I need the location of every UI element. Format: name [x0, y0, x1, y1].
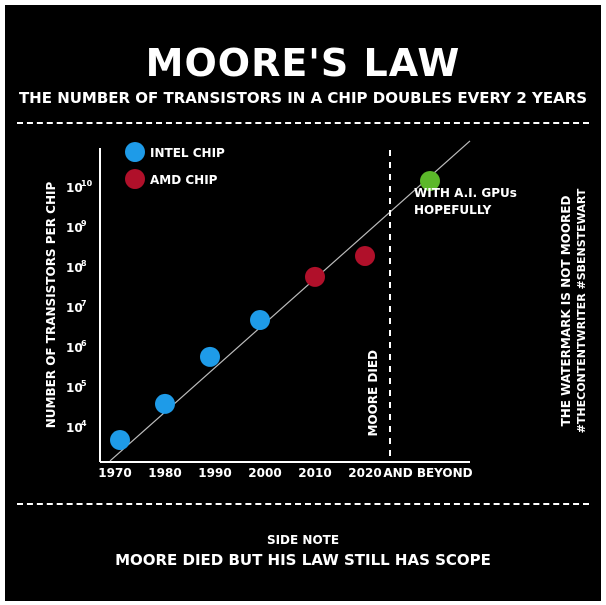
y-axis-label: NUMBER OF TRANSISTORS PER CHIP: [44, 182, 58, 429]
side-note-text: MOORE DIED BUT HIS LAW STILL HAS SCOPE: [115, 551, 491, 569]
y-tick-exponent: 4: [81, 419, 87, 428]
chart-frame: MOORE'S LAW THE NUMBER OF TRANSISTORS IN…: [5, 5, 601, 601]
y-tick-exponent: 5: [81, 379, 87, 388]
amd-chip-point: [305, 266, 325, 287]
legend-amd-label: AMD CHIP: [150, 173, 218, 187]
intel-chip-point: [200, 346, 220, 367]
legend-amd-swatch: [125, 169, 145, 189]
y-tick-exponent: 9: [81, 219, 87, 228]
x-tick-label: 1970: [98, 466, 131, 480]
y-tick-exponent: 7: [81, 299, 87, 308]
y-tick-base: 10: [66, 341, 83, 355]
y-tick-base: 10: [66, 221, 83, 235]
x-tick-label: 1980: [148, 466, 181, 480]
intel-chip-point: [110, 430, 130, 451]
watermark-line2: #THECONTENTWRITER #SBENSTEWART: [575, 188, 588, 433]
y-tick-exponent: 6: [81, 339, 87, 348]
future-label: HOPEFULLY: [414, 203, 492, 217]
moore-died-label: MOORE DIED: [366, 350, 380, 437]
x-tick-label: 2010: [298, 466, 331, 480]
top-divider: [17, 122, 589, 124]
intel-chip-point: [250, 310, 270, 331]
y-tick-base: 10: [66, 261, 83, 275]
watermark-line1: THE WATERMARK IS NOT MOORED: [559, 196, 573, 427]
y-tick-exponent: 8: [81, 259, 87, 268]
y-tick-base: 10: [66, 301, 83, 315]
future-point: [420, 170, 440, 191]
legend-intel-label: INTEL CHIP: [150, 146, 225, 160]
legend-intel-swatch: [125, 142, 145, 162]
chart-subtitle: THE NUMBER OF TRANSISTORS IN A CHIP DOUB…: [18, 89, 588, 107]
y-tick-base: 10: [66, 421, 83, 435]
y-tick-exponent: 10: [81, 179, 93, 188]
future-label: WITH A.I. GPUs: [414, 186, 517, 200]
x-tick-label: 2020: [348, 466, 381, 480]
y-tick-base: 10: [66, 381, 83, 395]
side-note-label: SIDE NOTE: [266, 533, 340, 547]
x-tick-label: AND BEYOND: [383, 466, 472, 480]
y-tick-base: 10: [66, 181, 83, 195]
bottom-divider: [17, 503, 589, 505]
x-tick-label: 1990: [198, 466, 231, 480]
amd-chip-point: [355, 245, 375, 266]
intel-chip-point: [155, 393, 175, 414]
x-tick-label: 2000: [248, 466, 281, 480]
chart-title: MOORE'S LAW: [145, 41, 461, 85]
